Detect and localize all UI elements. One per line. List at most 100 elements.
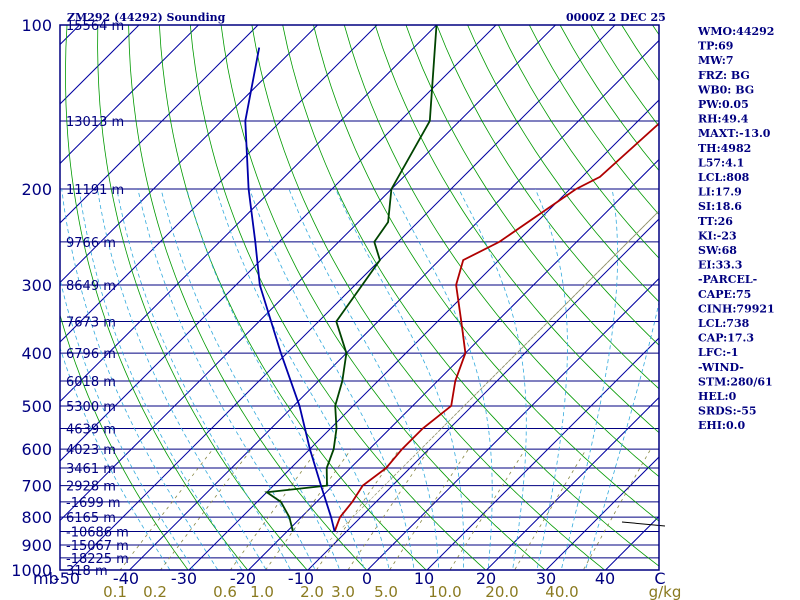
- index-item: CAP:17.3: [698, 332, 754, 345]
- dry-adiabat-line: [436, 25, 659, 346]
- mixing-ratio-tick-label: g/kg: [649, 583, 682, 600]
- dry-adiabat-line: [60, 313, 189, 570]
- mixing-ratio-tick-label: 2.0: [300, 583, 324, 600]
- index-item: MAXT:-13.0: [698, 127, 771, 140]
- pressure-tick-label: 600: [21, 440, 52, 459]
- mixing-ratio-line: [229, 448, 319, 570]
- temperature-tick-label: -40: [113, 569, 139, 588]
- temperature-tick-label: C: [654, 569, 665, 588]
- dry-adiabat-line: [65, 25, 249, 570]
- dry-adiabat-line: [189, 25, 487, 570]
- temperature-tick-label: -30: [171, 569, 197, 588]
- mixing-ratio-tick-label: 5.0: [374, 583, 398, 600]
- isotherm-line: [60, 25, 259, 224]
- isotherm-line: [426, 337, 659, 570]
- index-item: FRZ: BG: [698, 69, 750, 82]
- mixing-ratio-line: [265, 448, 352, 570]
- pressure-tick-label: 1000: [11, 561, 52, 580]
- index-item: TT:26: [698, 215, 733, 228]
- dry-adiabat-line: [282, 25, 659, 567]
- isotherm-line: [128, 39, 659, 570]
- isotherm-line: [188, 99, 659, 570]
- isotherm-line: [69, 25, 616, 570]
- moist-adiabat-line: [97, 189, 267, 570]
- dewpoint-line: [264, 25, 438, 532]
- dry-adiabat-line: [97, 25, 308, 570]
- isotherm-line: [247, 158, 659, 570]
- height-label: 6018 m: [66, 375, 116, 390]
- index-item: STM:280/61: [698, 375, 773, 388]
- mixing-ratio-tick-label: 40.0: [545, 583, 578, 600]
- index-item: CINH:79921: [698, 302, 775, 315]
- moist-adiabat-line: [249, 188, 415, 570]
- isotherm-line: [60, 25, 497, 462]
- height-label: 11191 m: [66, 183, 124, 198]
- isotherm-line: [545, 456, 659, 570]
- height-label: 7673 m: [66, 316, 116, 331]
- chart-title: ZM292 (44292) Sounding: [67, 11, 226, 24]
- plot-frame: [59, 24, 660, 571]
- parcel-line: [244, 47, 336, 532]
- mixing-ratio-tick-label: 1.0: [250, 583, 274, 600]
- moist-adiabat-line: [215, 188, 390, 570]
- pressure-tick-label: 100: [21, 16, 52, 35]
- moist-adiabat-line: [458, 188, 527, 570]
- height-label: 4023 m: [66, 443, 116, 458]
- mixing-ratio-tick-label: 3.0: [331, 583, 355, 600]
- temperature-tick-label: -10: [288, 569, 314, 588]
- index-item: -PARCEL-: [698, 273, 757, 286]
- height-label: 2928 m: [66, 480, 116, 495]
- dry-adiabat-line: [313, 25, 659, 522]
- index-item: RH:49.4: [698, 113, 749, 126]
- mixing-ratio-tick-label: 10.0: [428, 583, 461, 600]
- temperature-tick-label: -50: [54, 569, 80, 588]
- moist-adiabat-line: [560, 189, 618, 570]
- height-label: -15067 m: [66, 539, 129, 554]
- moist-adiabat-line: [61, 189, 219, 570]
- index-item: WMO:44292: [697, 25, 774, 38]
- temperature-tick-label: 10: [414, 569, 434, 588]
- height-label: -18225 m: [66, 552, 129, 567]
- height-label: 15564 m: [66, 19, 124, 34]
- moist-adiabat-line: [584, 301, 659, 570]
- index-item: LI:17.9: [698, 186, 742, 199]
- dry-adiabat-line: [498, 25, 659, 259]
- index-item: LFC:-1: [698, 346, 739, 359]
- index-item: PW:0.05: [698, 98, 749, 111]
- chart-time: 0000Z 2 DEC 25: [566, 11, 666, 24]
- height-label: 4639 m: [66, 422, 116, 437]
- mixing-ratio-line: [582, 448, 652, 570]
- index-item: HEL:0: [698, 390, 737, 403]
- dry-adiabat-line: [128, 25, 368, 570]
- temperature-tick-label: 0: [362, 569, 372, 588]
- height-label: 8649 m: [66, 279, 116, 294]
- index-item: MW:7: [698, 54, 734, 67]
- mixing-ratio-tick-label: 0.2: [143, 583, 167, 600]
- height-label: 3461 m: [66, 462, 116, 477]
- moist-adiabat-line: [288, 188, 440, 570]
- dry-adiabat-line: [374, 25, 659, 434]
- moist-adiabat-line: [60, 346, 171, 570]
- temperature-tick-label: 30: [536, 569, 556, 588]
- mixing-ratio-line: [514, 448, 587, 570]
- mixing-ratio-line: [160, 448, 252, 570]
- index-item: L57:4.1: [698, 156, 744, 169]
- moist-adiabat-line: [391, 188, 493, 570]
- index-item: CAPE:75: [698, 288, 751, 301]
- index-item: EI:33.3: [698, 259, 742, 272]
- moist-adiabat-line: [160, 188, 341, 570]
- moist-adiabat-line: [116, 189, 292, 570]
- mixing-ratio-line: [315, 448, 400, 570]
- isotherm-line: [60, 25, 556, 522]
- grid-lines: [60, 25, 659, 570]
- mixing-ratio-tick-label: 0.6: [213, 583, 237, 600]
- moist-adiabat-line: [535, 188, 568, 570]
- moist-adiabat-line: [137, 189, 316, 570]
- isotherm-line: [60, 25, 199, 165]
- mixing-ratio-line: [119, 448, 214, 570]
- isotherm-line: [485, 396, 659, 570]
- dry-adiabat-line: [467, 25, 659, 303]
- index-item: SW:68: [698, 244, 737, 257]
- temperature-tick-label: 40: [595, 569, 615, 588]
